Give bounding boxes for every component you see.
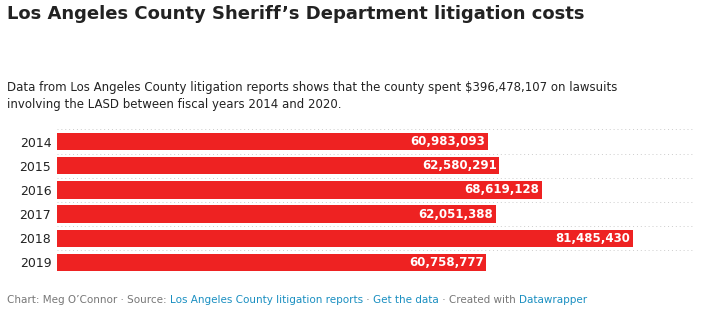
Text: · Created with: · Created with (439, 295, 519, 305)
Text: Get the data: Get the data (373, 295, 439, 305)
Text: 60,983,093: 60,983,093 (410, 135, 485, 148)
Text: 62,580,291: 62,580,291 (422, 159, 496, 172)
Text: ·: · (363, 295, 373, 305)
Text: 68,619,128: 68,619,128 (464, 183, 539, 197)
Text: 81,485,430: 81,485,430 (555, 232, 630, 245)
Text: Chart: Meg O’Connor · Source:: Chart: Meg O’Connor · Source: (7, 295, 170, 305)
Bar (57, 157, 499, 174)
Bar (57, 133, 488, 150)
Bar (57, 230, 633, 247)
Bar (57, 254, 486, 271)
Bar (57, 205, 496, 223)
Bar (57, 181, 542, 199)
Text: Data from Los Angeles County litigation reports shows that the county spent $396: Data from Los Angeles County litigation … (7, 81, 617, 111)
Text: 60,758,777: 60,758,777 (409, 256, 483, 269)
Text: 62,051,388: 62,051,388 (418, 207, 493, 221)
Text: Los Angeles County Sheriff’s Department litigation costs: Los Angeles County Sheriff’s Department … (7, 5, 584, 23)
Text: Datawrapper: Datawrapper (519, 295, 587, 305)
Text: Los Angeles County litigation reports: Los Angeles County litigation reports (170, 295, 363, 305)
